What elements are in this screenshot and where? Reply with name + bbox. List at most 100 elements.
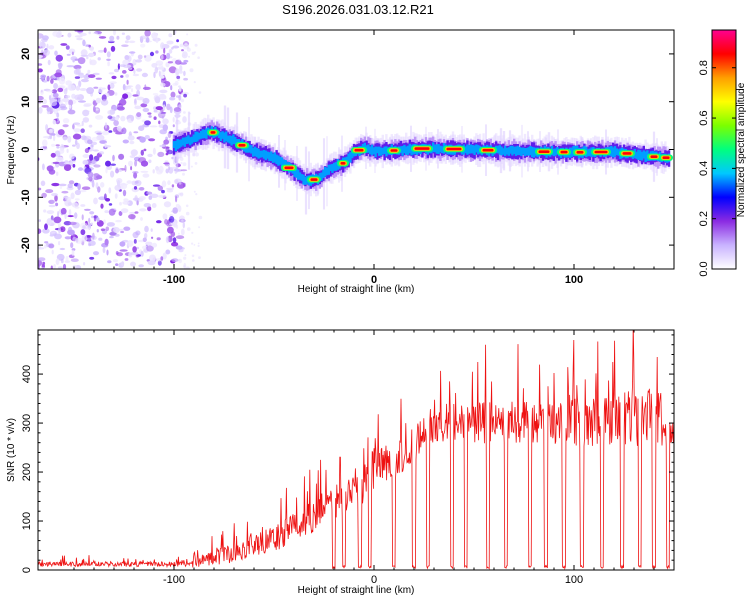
track-cell — [264, 150, 267, 161]
noise-blob — [66, 65, 75, 68]
track-cell — [223, 132, 226, 143]
track-cell — [225, 131, 228, 142]
noise-blob — [114, 233, 120, 237]
noise-blob — [136, 96, 145, 101]
track-cell — [351, 151, 354, 159]
noise-blob — [144, 225, 149, 233]
noise-blob — [71, 249, 75, 256]
snr-ticks: -100 0 100 0 100 200 300 400 — [21, 330, 675, 586]
noise-blob — [65, 87, 68, 92]
track-cell — [266, 151, 269, 159]
noise-blob — [70, 242, 74, 249]
noise-blob — [48, 45, 55, 50]
track-cell — [507, 147, 510, 156]
track-cell — [406, 145, 410, 155]
track-cell — [277, 155, 280, 166]
noise-blob — [165, 168, 169, 174]
noise-blob — [48, 129, 53, 134]
noise-blob — [72, 163, 76, 168]
colorbar-tick-label: 0.6 — [698, 110, 710, 125]
noise-blob — [82, 117, 90, 123]
noise-blob — [54, 72, 63, 78]
noise-blob — [160, 256, 164, 261]
noise-blob — [138, 125, 145, 131]
noise-blob — [38, 247, 45, 250]
noise-blob — [63, 164, 72, 171]
noise-blob — [108, 208, 116, 216]
noise-blob — [51, 89, 58, 94]
noise-blob — [166, 40, 174, 45]
noise-blob — [193, 51, 197, 54]
noise-blob — [132, 231, 139, 239]
noise-blob — [130, 261, 136, 267]
noise-blob — [124, 40, 129, 44]
noise-blob — [161, 180, 167, 188]
track-cell — [349, 152, 352, 163]
noise-blob — [191, 231, 194, 234]
noise-blob — [81, 214, 84, 221]
track-cell — [439, 145, 442, 153]
noise-blob — [130, 88, 134, 93]
noise-blob — [123, 226, 131, 231]
noise-blob — [160, 82, 166, 87]
noise-blob — [142, 237, 147, 243]
noise-blob — [73, 128, 81, 133]
noise-blob — [56, 253, 65, 261]
noise-blob — [51, 231, 56, 234]
track-cell — [505, 148, 509, 155]
track-cell — [367, 144, 370, 153]
noise-blob — [67, 183, 73, 189]
track-cell — [248, 144, 251, 153]
noise-blob — [188, 55, 190, 58]
noise-blob — [147, 206, 152, 212]
spectrogram-signal-track — [172, 105, 673, 215]
noise-blob — [110, 45, 116, 52]
track-cell — [635, 151, 638, 159]
noise-blob — [84, 148, 90, 154]
noise-blob — [77, 183, 81, 191]
noise-blob — [157, 151, 165, 157]
noise-blob — [74, 237, 83, 244]
spectrogram-y-tick-label: -10 — [20, 189, 32, 205]
peak-core-inner — [650, 155, 658, 158]
noise-blob — [65, 255, 69, 262]
noise-blob — [92, 32, 98, 35]
noise-blob — [126, 180, 133, 184]
noise-blob — [72, 122, 81, 125]
noise-blob — [133, 239, 137, 244]
track-cell — [570, 147, 573, 157]
noise-blob — [100, 203, 104, 209]
noise-blob — [86, 55, 89, 60]
noise-blob — [149, 51, 155, 57]
snr-frame — [37, 329, 675, 571]
noise-blob — [136, 68, 143, 72]
noise-blob — [41, 76, 45, 82]
noise-blob — [72, 264, 77, 269]
noise-blob — [164, 219, 169, 225]
noise-blob — [119, 64, 126, 67]
track-cell — [257, 148, 260, 159]
track-cell — [203, 129, 206, 139]
noise-blob — [168, 66, 177, 74]
noise-blob — [72, 144, 76, 147]
noise-blob — [133, 131, 139, 134]
noise-blob — [133, 68, 136, 75]
noise-blob — [113, 120, 119, 126]
peak-core-inner — [414, 147, 430, 150]
noise-blob — [38, 63, 43, 66]
colorbar-tick-label: 0.4 — [698, 161, 710, 176]
noise-blob — [160, 42, 165, 50]
noise-blob — [67, 135, 72, 143]
noise-blob — [97, 57, 101, 61]
noise-blob — [45, 189, 54, 194]
noise-blob — [98, 151, 105, 155]
track-cell — [235, 139, 239, 146]
noise-blob — [167, 61, 173, 64]
noise-blob — [71, 160, 76, 163]
track-cell — [554, 148, 557, 156]
peak-core-inner — [538, 150, 550, 153]
noise-blob — [65, 196, 72, 201]
noise-blob — [67, 229, 75, 235]
track-cell — [279, 156, 282, 165]
peak-core-inner — [594, 150, 608, 154]
